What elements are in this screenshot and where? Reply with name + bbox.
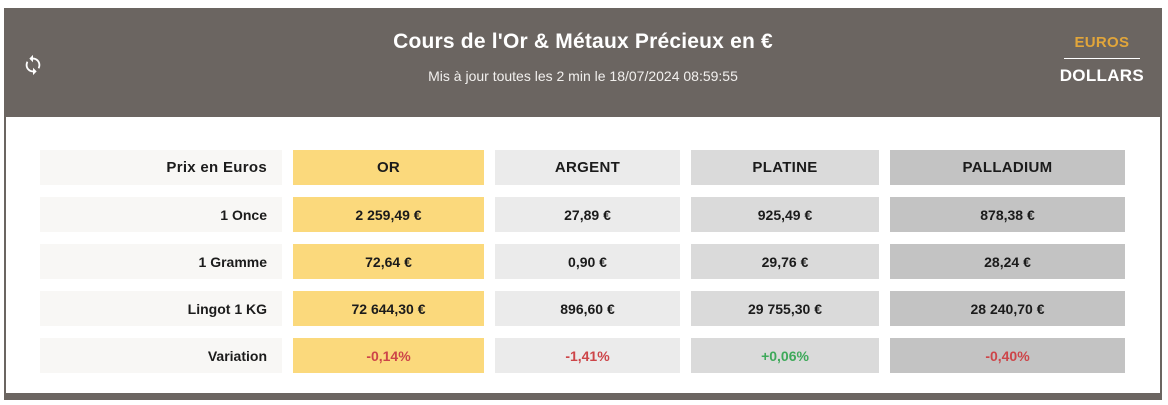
price-cell-palladium: 878,38 € (890, 197, 1125, 232)
price-cell-platine: 29,76 € (691, 244, 879, 279)
row-label-cell: Lingot 1 KG (40, 291, 282, 326)
row-label-cell: Variation (40, 338, 282, 373)
price-cell-or: 72 644,30 € (293, 291, 484, 326)
refresh-sync-icon (22, 54, 44, 76)
widget-body: Prix en Euros OR ARGENT PLATINE PALLADIUM 1 O… (6, 117, 1160, 373)
price-cell-platine: 29 755,30 € (691, 291, 879, 326)
column-header-argent: ARGENT (495, 150, 680, 185)
variation-cell-argent: -1,41% (495, 338, 680, 373)
price-cell-argent: 0,90 € (495, 244, 680, 279)
price-cell-argent: 27,89 € (495, 197, 680, 232)
widget-header: Cours de l'Or & Métaux Précieux en € Mis… (6, 8, 1160, 117)
row-label-cell: 1 Gramme (40, 244, 282, 279)
currency-option-euros[interactable]: EUROS (1074, 34, 1130, 51)
variation-cell-or: -0,14% (293, 338, 484, 373)
price-cell-or: 72,64 € (293, 244, 484, 279)
price-cell-palladium: 28 240,70 € (890, 291, 1125, 326)
price-cell-platine: 925,49 € (691, 197, 879, 232)
currency-option-dollars[interactable]: DOLLARS (1059, 66, 1144, 85)
table-corner-label: Prix en Euros (40, 150, 282, 185)
page-title: Cours de l'Or & Métaux Précieux en € (393, 30, 773, 53)
column-header-palladium: PALLADIUM (890, 150, 1125, 185)
update-status: Mis à jour toutes les 2 min le 18/07/202… (428, 68, 738, 84)
variation-cell-platine: +0,06% (691, 338, 879, 373)
currency-divider (1063, 58, 1140, 59)
header-titles: Cours de l'Or & Métaux Précieux en € Mis… (6, 30, 1160, 84)
precious-metals-widget: Cours de l'Or & Métaux Précieux en € Mis… (4, 8, 1162, 400)
column-header-platine: PLATINE (691, 150, 879, 185)
prices-table: Prix en Euros OR ARGENT PLATINE PALLADIUM 1 O… (40, 150, 1160, 373)
price-cell-or: 2 259,49 € (293, 197, 484, 232)
row-label-cell: 1 Once (40, 197, 282, 232)
price-cell-palladium: 28,24 € (890, 244, 1125, 279)
column-header-or: OR (293, 150, 484, 185)
variation-cell-palladium: -0,40% (890, 338, 1125, 373)
price-cell-argent: 896,60 € (495, 291, 680, 326)
currency-toggle: EUROS DOLLARS (1060, 34, 1144, 86)
refresh-button[interactable] (16, 48, 50, 82)
